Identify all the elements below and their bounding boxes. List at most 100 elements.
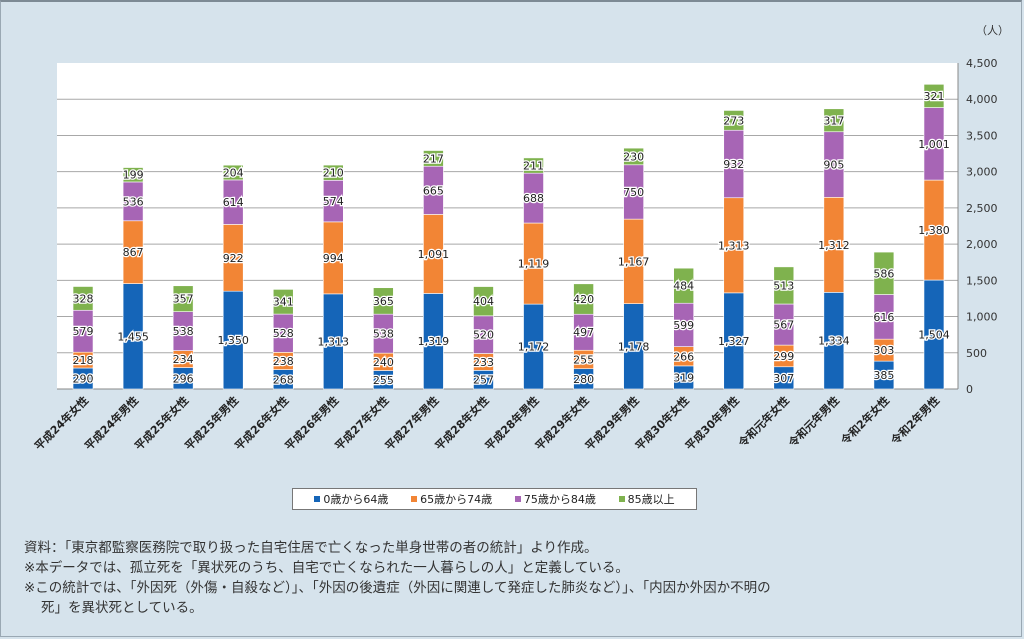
data-label: 1,334 <box>818 335 850 348</box>
data-label: 210 <box>323 167 344 180</box>
bar-segment <box>122 167 144 183</box>
legend-label: 0歳から64歳 <box>323 493 389 506</box>
data-label: 579 <box>73 325 94 338</box>
data-label: 273 <box>723 114 744 127</box>
legend-label: 65歳から74歳 <box>420 493 493 506</box>
bar-segment <box>773 266 795 305</box>
statistics-note-continued: 死」を異状死としている。 <box>41 600 203 616</box>
legend-swatch <box>618 496 625 502</box>
x-tick-label: 平成30年男性 <box>682 393 742 453</box>
data-label: 1,313 <box>718 239 750 252</box>
data-label: 266 <box>673 350 694 363</box>
data-label: 204 <box>223 167 244 180</box>
legend-swatch <box>314 496 321 502</box>
data-label: 341 <box>273 296 294 309</box>
data-label: 1,313 <box>318 335 350 348</box>
data-label: 321 <box>923 90 944 103</box>
data-label: 538 <box>373 328 394 341</box>
data-label: 1,091 <box>418 248 450 261</box>
data-label: 230 <box>623 150 644 163</box>
bar-segment <box>373 287 394 315</box>
source-notes: 資料：「東京都監察医務院で取り扱った自宅住居で亡くなった単身世帯の者の統計」より… <box>24 538 771 618</box>
data-label: 303 <box>873 344 894 357</box>
data-label: 484 <box>673 280 694 293</box>
y-tick-label: 2,500 <box>966 202 998 215</box>
data-label: 420 <box>573 293 594 306</box>
data-label: 1,167 <box>618 255 650 268</box>
data-label: 567 <box>773 319 794 332</box>
data-label: 280 <box>573 373 594 386</box>
data-label: 290 <box>73 372 94 385</box>
y-axis-unit-label: （人） <box>976 24 1009 37</box>
chart-legend: 0歳から64歳 65歳から74歳 75歳から84歳 85歳以上 <box>292 488 697 510</box>
bar-segment <box>523 157 544 174</box>
bar-segment <box>172 285 194 312</box>
bar-segment <box>823 108 845 133</box>
x-tick-label: 令和元年女性 <box>735 393 792 450</box>
data-label: 536 <box>123 195 144 208</box>
bar-segment <box>423 150 444 167</box>
legend-item-85-plus: 85歳以上 <box>618 491 675 507</box>
bar-segment <box>723 110 745 131</box>
data-label: 240 <box>373 356 394 369</box>
x-tick-label: 令和2年女性 <box>837 393 892 448</box>
data-label: 867 <box>123 246 144 259</box>
y-tick-label: 1,500 <box>966 274 998 287</box>
data-label: 994 <box>323 252 344 265</box>
data-label: 385 <box>873 369 894 382</box>
legend-label: 85歳以上 <box>627 493 675 506</box>
data-label: 1,119 <box>518 258 550 271</box>
data-label: 905 <box>823 159 844 172</box>
data-label: 268 <box>273 373 294 386</box>
bar-segment <box>923 83 945 108</box>
y-tick-label: 4,000 <box>966 93 998 106</box>
x-tick-label: 令和2年男性 <box>887 393 942 448</box>
bar-segment <box>222 164 244 181</box>
bar-segment <box>272 289 294 315</box>
data-label: 257 <box>473 374 494 387</box>
data-label: 1,001 <box>918 138 950 151</box>
data-label: 528 <box>273 327 294 340</box>
plot-area <box>57 63 958 389</box>
data-label: 750 <box>623 186 644 199</box>
data-label: 922 <box>223 252 244 265</box>
data-label: 1,380 <box>918 224 950 237</box>
y-tick-label: 3,000 <box>966 166 998 179</box>
bar-segment <box>673 267 694 304</box>
data-label: 665 <box>423 184 444 197</box>
data-label: 1,350 <box>217 334 249 347</box>
data-label: 211 <box>523 160 544 173</box>
data-label: 1,312 <box>818 239 850 252</box>
data-label: 1,504 <box>918 329 950 342</box>
data-label: 317 <box>823 114 844 127</box>
data-label: 255 <box>573 353 594 366</box>
y-tick-label: 2,000 <box>966 238 998 251</box>
data-label: 574 <box>323 195 344 208</box>
data-label: 319 <box>673 371 694 384</box>
data-label: 296 <box>173 372 194 385</box>
data-label: 599 <box>673 319 694 332</box>
data-label: 357 <box>173 293 194 306</box>
y-tick-label: 500 <box>966 347 987 360</box>
data-label: 1,327 <box>718 335 750 348</box>
data-label: 404 <box>473 295 494 308</box>
data-label: 234 <box>173 353 194 366</box>
data-label: 365 <box>373 295 394 308</box>
x-tick-label: 令和元年男性 <box>785 393 842 450</box>
data-label: 1,319 <box>418 335 450 348</box>
data-label: 1,455 <box>117 330 149 343</box>
stacked-bar-chart: 290 218 579 328 1,455 867 536 199 296 234 538 357 1,… <box>32 57 998 453</box>
data-label: 307 <box>773 372 794 385</box>
data-label: 1,172 <box>518 341 550 354</box>
legend-label: 75歳から84歳 <box>523 493 596 506</box>
y-tick-label: 3,500 <box>966 129 998 142</box>
bar-segment <box>573 283 594 315</box>
legend-item-75-84: 75歳から84歳 <box>514 491 596 507</box>
definition-note: ※本データでは、孤立死を「異状死のうち、自宅で亡くなられた一人暮らしの人」と定義… <box>24 560 629 576</box>
data-label: 538 <box>173 325 194 338</box>
data-label: 218 <box>73 354 94 367</box>
bar-segment <box>473 286 494 317</box>
data-label: 299 <box>773 350 794 363</box>
data-label: 520 <box>473 329 494 342</box>
data-label: 932 <box>723 158 744 171</box>
